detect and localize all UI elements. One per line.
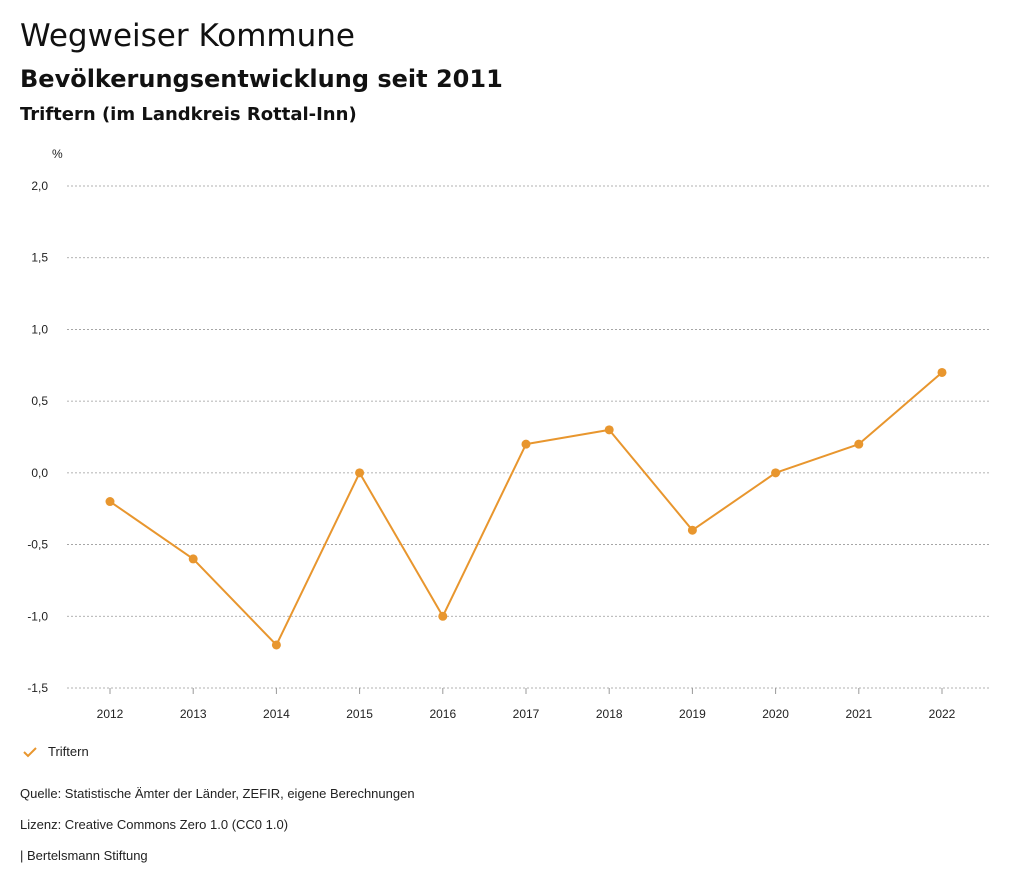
x-tick-label: 2017 [513,707,540,721]
y-axis-unit-label: % [52,147,63,161]
x-tick-label: 2016 [429,707,456,721]
data-point [438,611,448,621]
data-point [188,554,198,564]
x-tick-label: 2012 [97,707,124,721]
data-point [854,439,864,449]
chart-subtitle: Bevölkerungsentwicklung seit 2011 [20,65,503,93]
legend-label-triftern: Triftern [48,744,89,759]
y-tick-label: -0,5 [27,538,48,552]
license-note: Lizenz: Creative Commons Zero 1.0 (CC0 1… [20,817,289,832]
x-tick-label: 2015 [346,707,373,721]
data-point [521,439,531,449]
x-tick-label: 2021 [845,707,872,721]
page-title: Wegweiser Kommune [20,18,355,54]
x-tick-label: 2014 [263,707,290,721]
y-tick-label: -1,0 [27,609,48,623]
data-point [687,525,697,535]
series-line-triftern [109,371,943,646]
data-point [271,640,281,650]
data-point [771,468,781,478]
source-note: Quelle: Statistische Ämter der Länder, Z… [20,786,415,801]
y-tick-label: 0,5 [31,394,48,408]
x-tick-label: 2013 [180,707,207,721]
data-point [937,367,947,377]
x-tick-label: 2018 [596,707,623,721]
chart-legend[interactable]: Triftern [22,744,89,759]
y-tick-label: -1,5 [27,681,48,695]
x-tick-label: 2022 [929,707,956,721]
y-tick-label: 1,5 [31,251,48,265]
data-point [105,497,115,507]
legend-check-icon [23,746,37,757]
y-tick-label: 0,0 [31,466,48,480]
x-tick-label: 2020 [762,707,789,721]
line-chart: % 2,0 1,5 1,0 0,5 0,0 -0,5 -1,0 -1,5 2012 2013 2014… [27,147,990,721]
data-point [355,468,365,478]
x-tick-label: 2019 [679,707,706,721]
y-tick-label: 2,0 [31,179,48,193]
data-point [604,425,614,435]
y-tick-label: 1,0 [31,322,48,336]
publisher-note: | Bertelsmann Stiftung [20,848,148,863]
region-label: Triftern (im Landkreis Rottal-Inn) [20,104,357,125]
